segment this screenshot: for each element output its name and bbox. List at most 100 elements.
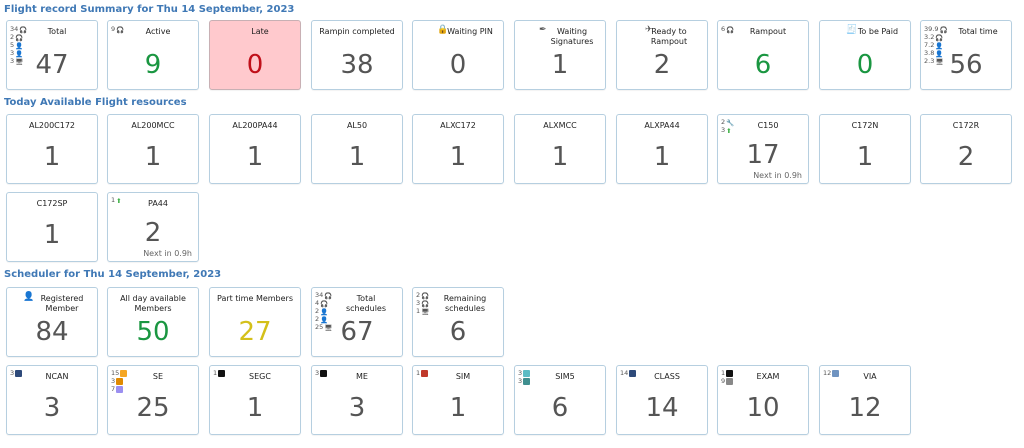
card-label: VIA bbox=[863, 372, 877, 381]
group-card-sim[interactable]: 1 SIM 1 bbox=[412, 365, 504, 435]
card-value: 1 bbox=[246, 393, 264, 423]
resource-card[interactable]: C172R 2 bbox=[920, 114, 1012, 184]
group-card-me[interactable]: 3 ME 3 bbox=[311, 365, 403, 435]
c150-breakdown: 2🔧 3⬆ bbox=[721, 118, 735, 135]
card-part-time-members[interactable]: Part time Members 27 bbox=[209, 287, 301, 357]
resource-card[interactable]: ALXC172 1 bbox=[412, 114, 504, 184]
student-icon: 👤 bbox=[320, 315, 329, 324]
pa44-breakdown: 1⬆ bbox=[111, 196, 124, 205]
card-value: 1 bbox=[551, 142, 569, 172]
card-label: ALXPA44 bbox=[644, 121, 680, 130]
card-value: 1 bbox=[144, 142, 162, 172]
group-card-segc[interactable]: 1 SEGC 1 bbox=[209, 365, 301, 435]
resource-card[interactable]: 2🔧 3⬆ C150 17 Next in 0.9h bbox=[717, 114, 809, 184]
group-breakdown: 14 bbox=[620, 369, 637, 377]
card-value: 1 bbox=[653, 142, 671, 172]
resource-card[interactable]: ALXPA44 1 bbox=[616, 114, 708, 184]
card-label: Waiting PIN bbox=[447, 27, 493, 36]
resource-card[interactable]: AL200MCC 1 bbox=[107, 114, 199, 184]
resource-card[interactable]: ALXMCC 1 bbox=[514, 114, 606, 184]
color-swatch bbox=[523, 377, 531, 385]
card-value: 9 bbox=[144, 50, 162, 80]
card-value: 0 bbox=[856, 50, 874, 80]
plane-icon: ✈ bbox=[645, 25, 653, 35]
next-availability: Next in 0.9h bbox=[753, 171, 802, 180]
arrow-up-icon: ⬆ bbox=[726, 126, 732, 135]
card-label: C172R bbox=[952, 121, 980, 130]
total-time-breakdown: 39.9🎧 3.2🎧 7.2👤 3.8👤 2.3🖥 bbox=[924, 25, 948, 66]
card-value: 1 bbox=[449, 393, 467, 423]
card-value: 3 bbox=[348, 393, 366, 423]
card-value: 56 bbox=[949, 50, 983, 80]
card-total-schedules[interactable]: 34🎧 4🎧 2👤 2👤 25🖥 Total schedules 67 bbox=[311, 287, 403, 357]
resource-card[interactable]: C172N 1 bbox=[819, 114, 911, 184]
card-value: 1 bbox=[449, 142, 467, 172]
card-label: EXAM bbox=[756, 372, 780, 381]
group-card-via[interactable]: 12 VIA 12 bbox=[819, 365, 911, 435]
rampout-breakdown: 6🎧 bbox=[721, 25, 735, 34]
group-breakdown: 1 9 bbox=[721, 369, 734, 385]
card-value: 12 bbox=[848, 393, 882, 423]
card-value: 27 bbox=[238, 317, 272, 347]
card-late[interactable]: Late 0 bbox=[209, 20, 301, 90]
group-breakdown: 1 bbox=[416, 369, 429, 377]
card-rampout[interactable]: 6🎧 Rampout 6 bbox=[717, 20, 809, 90]
card-registered-member[interactable]: 👤 Registered Member 84 bbox=[6, 287, 98, 357]
card-value: 2 bbox=[653, 50, 671, 80]
remaining-breakdown: 2🎧 3🎧 1🖥 bbox=[416, 291, 430, 316]
card-label: AL200MCC bbox=[131, 121, 175, 130]
card-value: 0 bbox=[246, 50, 264, 80]
card-label: Active bbox=[145, 27, 171, 36]
group-card-sim5[interactable]: 3 3 SIM5 6 bbox=[514, 365, 606, 435]
color-swatch bbox=[15, 369, 23, 377]
resource-card[interactable]: 1⬆ PA44 2 Next in 0.9h bbox=[107, 192, 199, 262]
headset-icon: 🎧 bbox=[421, 299, 430, 308]
color-swatch bbox=[116, 377, 124, 385]
scheduler-title: Scheduler for Thu 14 September, 2023 bbox=[4, 269, 222, 280]
card-ready-rampout[interactable]: ✈ Ready to Rampout 2 bbox=[616, 20, 708, 90]
card-total-time[interactable]: 39.9🎧 3.2🎧 7.2👤 3.8👤 2.3🖥 Total time 56 bbox=[920, 20, 1012, 90]
group-breakdown: 3 3 bbox=[518, 369, 531, 385]
group-card-ncan[interactable]: 3 NCAN 3 bbox=[6, 365, 98, 435]
card-value: 47 bbox=[35, 50, 69, 80]
card-waiting-pin[interactable]: 🔒 Waiting PIN 0 bbox=[412, 20, 504, 90]
card-label: Registered Member bbox=[40, 294, 84, 313]
resource-card[interactable]: AL200PA44 1 bbox=[209, 114, 301, 184]
card-label: Ready to Rampout bbox=[650, 27, 688, 46]
group-breakdown: 1 bbox=[213, 369, 226, 377]
resource-card[interactable]: AL200C172 1 bbox=[6, 114, 98, 184]
card-waiting-signatures[interactable]: ✒ Waiting Signatures 1 bbox=[514, 20, 606, 90]
group-card-exam[interactable]: 1 9 EXAM 10 bbox=[717, 365, 809, 435]
group-card-se[interactable]: 15 3 7 SE 25 bbox=[107, 365, 199, 435]
color-swatch bbox=[116, 385, 124, 393]
group-card-class[interactable]: 14 CLASS 14 bbox=[616, 365, 708, 435]
card-value: 2 bbox=[957, 142, 975, 172]
card-value: 1 bbox=[246, 142, 264, 172]
resource-card[interactable]: AL50 1 bbox=[311, 114, 403, 184]
simulator-icon: 🖥 bbox=[324, 323, 333, 332]
card-remaining-schedules[interactable]: 2🎧 3🎧 1🖥 Remaining schedules 6 bbox=[412, 287, 504, 357]
card-rampin[interactable]: Rampin completed 38 bbox=[311, 20, 403, 90]
card-label: Late bbox=[251, 27, 269, 36]
headset-icon: 🎧 bbox=[15, 33, 24, 42]
card-label: NCAN bbox=[45, 372, 69, 381]
card-value: 2 bbox=[144, 218, 162, 248]
color-swatch bbox=[523, 369, 531, 377]
card-value: 14 bbox=[645, 393, 679, 423]
headset-icon: 🎧 bbox=[421, 291, 430, 300]
card-total[interactable]: 34🎧 2🎧 5👤 3👤 3🖥 Total 47 bbox=[6, 20, 98, 90]
card-label: Total time bbox=[958, 27, 998, 36]
card-value: 0 bbox=[449, 50, 467, 80]
card-value: 6 bbox=[449, 317, 467, 347]
card-active[interactable]: 9🎧 Active 9 bbox=[107, 20, 199, 90]
card-value: 67 bbox=[340, 317, 374, 347]
color-swatch bbox=[726, 369, 734, 377]
card-all-day-members[interactable]: All day available Members 50 bbox=[107, 287, 199, 357]
color-swatch bbox=[726, 377, 734, 385]
card-to-be-paid[interactable]: 🧾 To be Paid 0 bbox=[819, 20, 911, 90]
lock-icon: 🔒 bbox=[437, 25, 449, 35]
active-breakdown: 9🎧 bbox=[111, 25, 125, 34]
resource-card[interactable]: C172SP 1 bbox=[6, 192, 98, 262]
card-value: 1 bbox=[348, 142, 366, 172]
card-value: 1 bbox=[43, 142, 61, 172]
